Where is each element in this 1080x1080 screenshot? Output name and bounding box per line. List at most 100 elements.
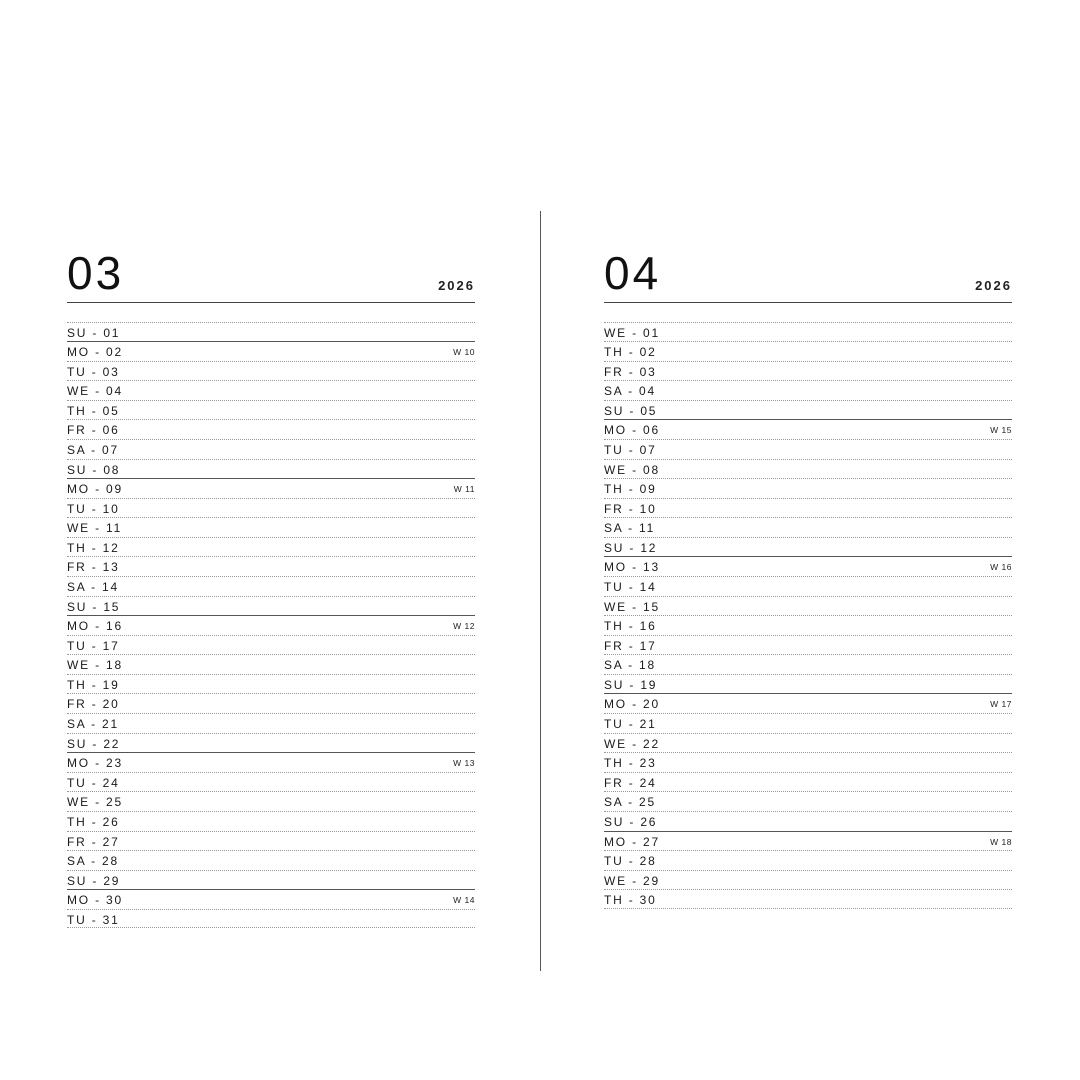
day-row[interactable]: TH - 26: [67, 810, 475, 831]
day-row[interactable]: FR - 27: [67, 830, 475, 851]
week-number: W 13: [453, 758, 475, 769]
day-row[interactable]: TH - 19: [67, 673, 475, 694]
day-label: SU - 12: [604, 540, 658, 555]
day-label: FR - 20: [67, 697, 120, 712]
day-row[interactable]: WE - 01: [604, 321, 1012, 342]
day-label: TH - 19: [67, 677, 120, 692]
day-label: TH - 12: [67, 540, 120, 555]
day-label: TH - 30: [604, 893, 657, 908]
week-number: W 15: [990, 425, 1012, 436]
day-row[interactable]: SA - 21: [67, 713, 475, 733]
day-label: SU - 29: [67, 873, 121, 888]
day-row[interactable]: TU - 21: [604, 713, 1012, 733]
day-label: TU - 07: [604, 442, 657, 457]
day-label: MO - 02: [67, 345, 123, 360]
day-row[interactable]: SA - 28: [67, 850, 475, 870]
month-header: 03 2026: [67, 250, 475, 303]
day-label: TH - 23: [604, 756, 657, 771]
day-row[interactable]: FR - 17: [604, 634, 1012, 655]
day-row[interactable]: TH - 16: [604, 615, 1012, 635]
day-label: WE - 01: [604, 325, 660, 340]
day-row[interactable]: MO - 30 W 14: [67, 889, 475, 909]
day-row[interactable]: TH - 30: [604, 889, 1012, 909]
day-row[interactable]: SU - 29: [67, 869, 475, 890]
day-row[interactable]: WE - 04: [67, 380, 475, 400]
day-row[interactable]: TU - 24: [67, 771, 475, 792]
day-label: WE - 25: [67, 795, 123, 810]
day-row[interactable]: SU - 26: [604, 810, 1012, 831]
day-row[interactable]: TU - 31: [67, 908, 475, 929]
day-row[interactable]: TH - 05: [67, 399, 475, 420]
day-row[interactable]: SA - 18: [604, 654, 1012, 674]
day-label: FR - 10: [604, 501, 657, 516]
day-row[interactable]: TU - 03: [67, 360, 475, 381]
week-number: W 14: [453, 895, 475, 906]
day-row[interactable]: MO - 13 W 16: [604, 556, 1012, 576]
day-label: SU - 22: [67, 736, 121, 751]
day-row[interactable]: FR - 06: [67, 419, 475, 439]
day-label: WE - 11: [67, 521, 123, 536]
day-label: SU - 26: [604, 814, 658, 829]
day-row[interactable]: SU - 05: [604, 399, 1012, 420]
day-label: SA - 28: [67, 854, 119, 869]
day-label: FR - 17: [604, 638, 657, 653]
day-row[interactable]: SU - 19: [604, 673, 1012, 694]
day-row[interactable]: WE - 08: [604, 458, 1012, 479]
day-row[interactable]: TH - 12: [67, 536, 475, 557]
day-row[interactable]: WE - 22: [604, 732, 1012, 753]
day-row[interactable]: TH - 09: [604, 478, 1012, 498]
day-label: SA - 11: [604, 521, 656, 536]
day-row[interactable]: TU - 10: [67, 497, 475, 518]
day-row[interactable]: SA - 11: [604, 517, 1012, 537]
day-label: TU - 31: [67, 912, 120, 927]
week-number: W 11: [453, 484, 475, 495]
week-number: W 12: [453, 621, 475, 632]
day-row[interactable]: MO - 23 W 13: [67, 752, 475, 772]
day-label: TU - 14: [604, 580, 657, 595]
day-row[interactable]: SA - 14: [67, 576, 475, 596]
day-row[interactable]: SU - 15: [67, 595, 475, 616]
day-row[interactable]: FR - 24: [604, 771, 1012, 792]
day-row[interactable]: MO - 16 W 12: [67, 615, 475, 635]
day-row[interactable]: SU - 22: [67, 732, 475, 753]
day-row[interactable]: SU - 01: [67, 321, 475, 342]
week-number: W 17: [990, 699, 1012, 710]
day-row[interactable]: TU - 28: [604, 850, 1012, 870]
day-row[interactable]: MO - 09 W 11: [67, 478, 475, 498]
day-row[interactable]: WE - 15: [604, 595, 1012, 616]
day-row[interactable]: FR - 10: [604, 497, 1012, 518]
day-label: TH - 05: [67, 403, 120, 418]
day-row[interactable]: TU - 17: [67, 634, 475, 655]
day-label: MO - 20: [604, 697, 660, 712]
day-row[interactable]: WE - 11: [67, 517, 475, 537]
day-label: MO - 27: [604, 834, 660, 849]
day-label: SU - 05: [604, 403, 658, 418]
day-label: TU - 28: [604, 854, 657, 869]
day-row[interactable]: TH - 02: [604, 341, 1012, 361]
day-row[interactable]: WE - 25: [67, 791, 475, 811]
day-label: TU - 21: [604, 717, 657, 732]
week-number: W 10: [453, 347, 475, 358]
day-row[interactable]: SU - 12: [604, 536, 1012, 557]
day-row[interactable]: MO - 06 W 15: [604, 419, 1012, 439]
day-row[interactable]: TU - 07: [604, 438, 1012, 459]
day-row[interactable]: SA - 07: [67, 438, 475, 459]
day-row[interactable]: SA - 25: [604, 791, 1012, 811]
day-label: TH - 26: [67, 814, 120, 829]
day-row[interactable]: TH - 23: [604, 752, 1012, 772]
day-row[interactable]: WE - 29: [604, 869, 1012, 890]
day-row[interactable]: MO - 02 W 10: [67, 341, 475, 361]
day-row[interactable]: MO - 27 W 18: [604, 830, 1012, 851]
day-row[interactable]: MO - 20 W 17: [604, 693, 1012, 713]
day-row[interactable]: WE - 18: [67, 654, 475, 674]
day-row[interactable]: FR - 03: [604, 360, 1012, 381]
day-label: FR - 27: [67, 834, 120, 849]
day-row[interactable]: SA - 04: [604, 380, 1012, 400]
day-row[interactable]: FR - 20: [67, 693, 475, 713]
day-label: WE - 15: [604, 599, 660, 614]
day-row[interactable]: TU - 14: [604, 576, 1012, 596]
day-label: TH - 16: [604, 619, 657, 634]
day-row[interactable]: FR - 13: [67, 556, 475, 576]
day-label: SU - 15: [67, 599, 121, 614]
day-row[interactable]: SU - 08: [67, 458, 475, 479]
